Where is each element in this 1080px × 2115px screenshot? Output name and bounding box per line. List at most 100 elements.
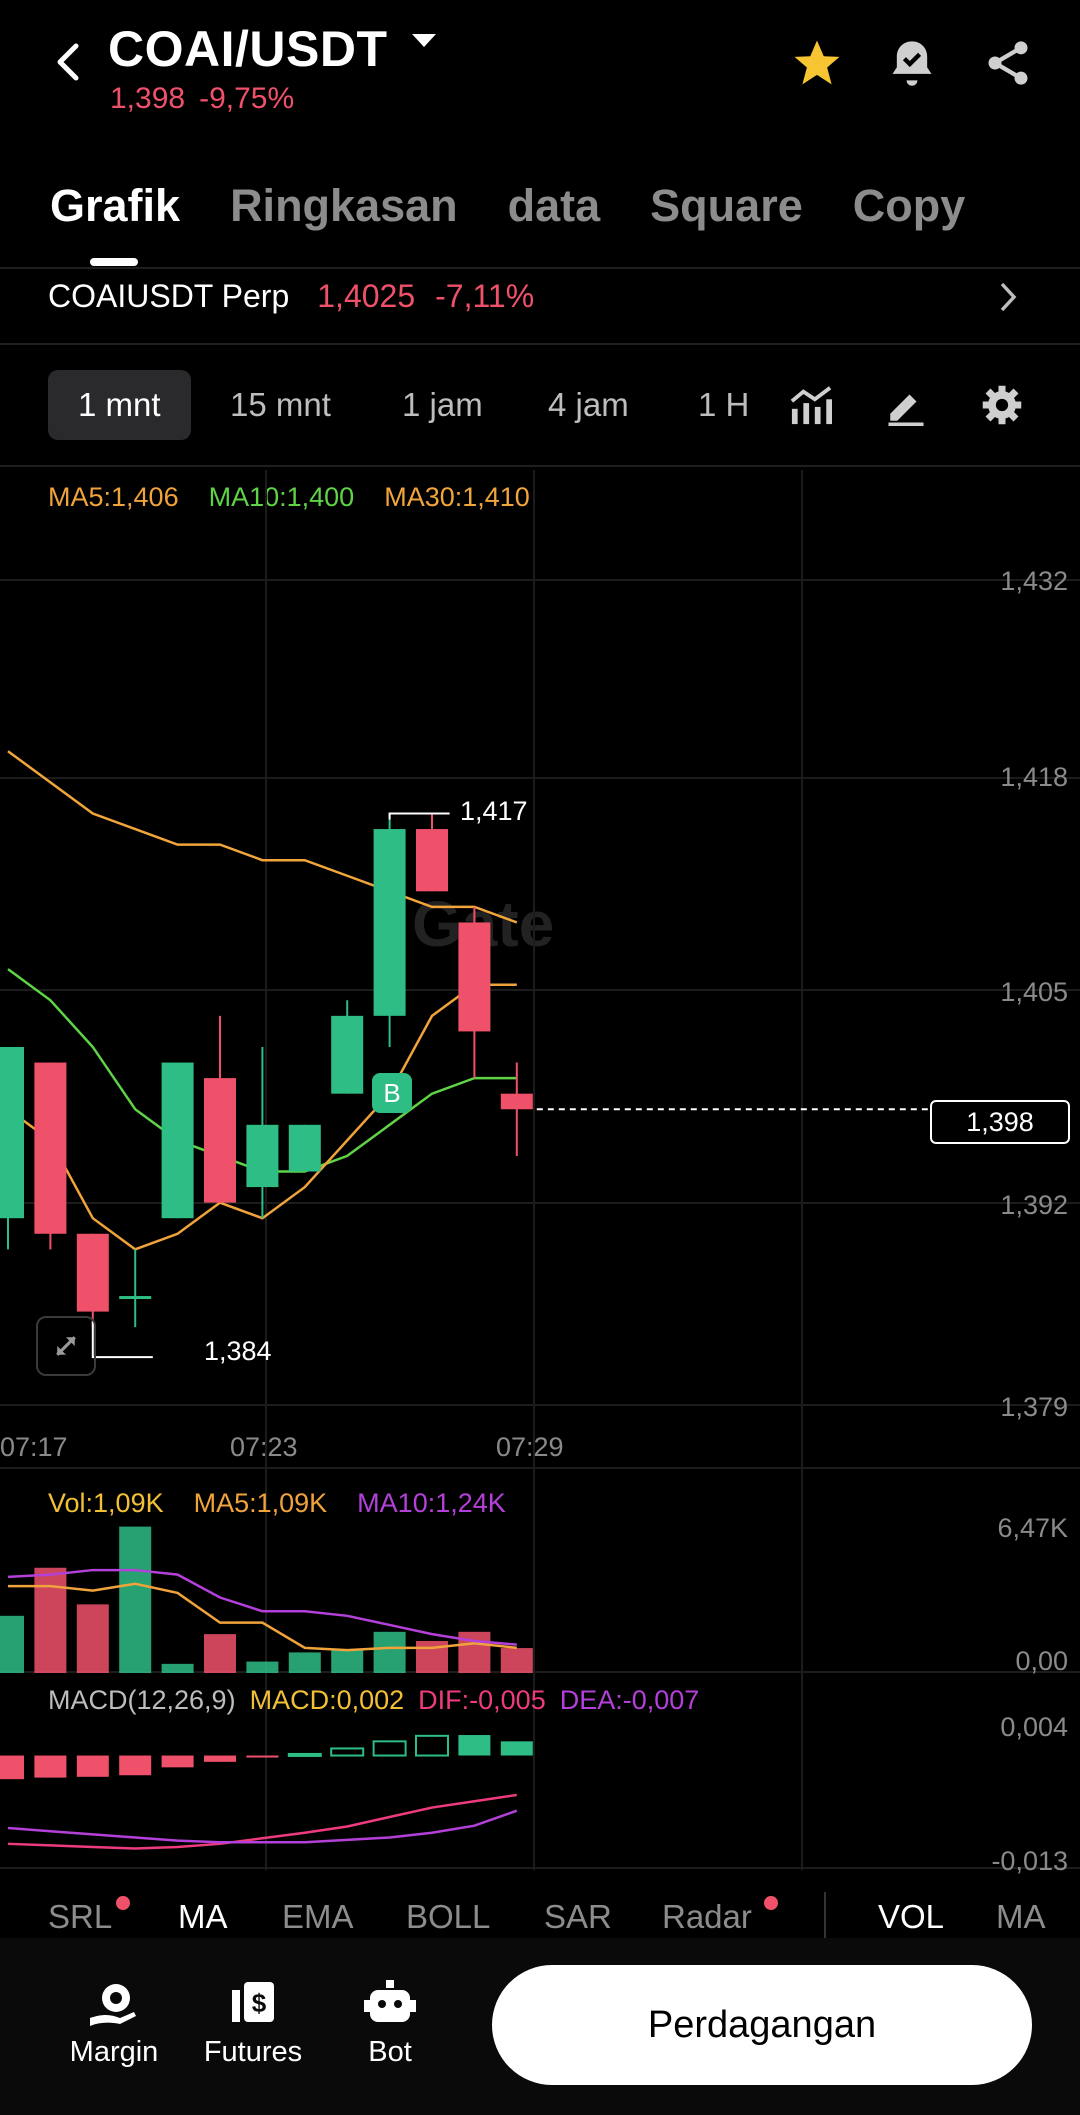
divider [824, 1892, 826, 1938]
macd-params: MACD(12,26,9) [48, 1685, 236, 1715]
volume-bar [161, 1663, 194, 1673]
macd-histogram-bar [161, 1755, 194, 1768]
current-price-tag[interactable]: 1,398 [930, 1100, 1070, 1144]
volume-bar [119, 1526, 152, 1673]
volume-bar [373, 1631, 406, 1673]
volume-axis-label: 6,47K [997, 1513, 1068, 1543]
dea-line [7, 1809, 518, 1844]
timeframe-1d[interactable]: 1 H [698, 386, 750, 423]
indicator-tab-ma[interactable]: MA [178, 1898, 228, 1935]
margin-icon [90, 1984, 136, 2026]
trade-button[interactable]: Perdagangan [492, 1965, 1032, 2085]
indicator-tab-ema[interactable]: EMA [282, 1898, 354, 1935]
indicator-tab-boll[interactable]: BOLL [406, 1898, 491, 1935]
ma30-line [7, 750, 518, 924]
timeframe-4h[interactable]: 4 jam [548, 386, 629, 423]
volume-axis-label: 0,00 [1015, 1646, 1068, 1676]
candlestick [288, 1124, 321, 1172]
candlestick [76, 1233, 109, 1312]
star-icon[interactable] [790, 36, 844, 90]
indicator-tab-radar[interactable]: Radar [662, 1898, 752, 1935]
candlestick [204, 1078, 236, 1203]
margin-nav[interactable]: Margin [64, 1978, 164, 2069]
candlestick [500, 1093, 533, 1110]
volume-bar [500, 1648, 533, 1673]
perp-change: -7,11% [435, 278, 535, 314]
volume-bar [34, 1567, 67, 1673]
futures-icon: $ [232, 1982, 274, 2022]
last-price: 1,398 [110, 82, 186, 115]
divider [0, 343, 1080, 345]
bot-nav[interactable]: Bot [340, 1978, 440, 2069]
new-dot [764, 1896, 778, 1910]
svg-text:$: $ [252, 1988, 267, 2018]
tab-copy[interactable]: Copy [852, 180, 966, 231]
macd-histogram-bar [0, 1755, 24, 1780]
dropdown-caret-icon[interactable] [410, 30, 438, 50]
candlestick [246, 1124, 279, 1188]
macd-histogram-bar [415, 1734, 449, 1757]
candlestick [161, 1062, 194, 1219]
pair-title[interactable]: COAI/USDT [108, 21, 388, 77]
ma5-legend: MA5:1,406 [48, 482, 179, 512]
low-leader-line [91, 1321, 153, 1359]
candlestick [119, 1296, 152, 1300]
indicator-tab-sar[interactable]: SAR [544, 1898, 612, 1935]
indicator-tab-vol[interactable]: VOL [878, 1898, 945, 1935]
chevron-right-icon[interactable] [996, 280, 1020, 314]
perp-row[interactable]: COAIUSDT Perp 1,4025 -7,11% [48, 278, 534, 315]
tab-grafik[interactable]: Grafik [50, 180, 181, 231]
macd-histogram-bar [204, 1755, 236, 1762]
timeframe-1h[interactable]: 1 jam [402, 386, 483, 423]
macd-histogram-bar [119, 1755, 152, 1776]
tab-square[interactable]: Square [650, 180, 803, 231]
timeframe-15m[interactable]: 15 mnt [230, 386, 331, 423]
ma10-legend: MA10:1,400 [208, 482, 355, 512]
volume-bar [246, 1661, 279, 1673]
expand-icon [56, 1336, 76, 1356]
candlestick [416, 829, 448, 892]
macd-histogram-bar [330, 1747, 365, 1757]
high-leader-line [388, 812, 450, 820]
divider [0, 267, 1080, 269]
futures-nav[interactable]: $ Futures [198, 1978, 308, 2069]
price-line: 1,398 -9,75% [110, 82, 308, 116]
price-chart[interactable]: Gate [0, 0, 1080, 1900]
volume-bar [331, 1650, 364, 1673]
tab-ringkasan[interactable]: Ringkasan [230, 180, 458, 231]
indicator-tab-ma-sub[interactable]: MA [996, 1898, 1046, 1935]
buy-marker[interactable]: B [372, 1073, 412, 1113]
low-price-label: 1,384 [204, 1336, 272, 1366]
macd-histogram-bar [287, 1752, 322, 1757]
price-axis-label: 1,418 [1000, 762, 1068, 792]
settings-icon[interactable] [980, 384, 1024, 426]
share-icon[interactable] [982, 36, 1034, 90]
dea-value: DEA:-0,007 [559, 1685, 700, 1715]
macd-axis-label: 0,004 [1000, 1712, 1068, 1742]
candlestick [34, 1062, 67, 1234]
volume-bar [288, 1652, 321, 1673]
indicator-tab-srl[interactable]: SRL [48, 1898, 113, 1935]
tab-data[interactable]: data [507, 180, 601, 231]
price-axis-label: 1,392 [1000, 1190, 1068, 1220]
macd-legend: MACD(12,26,9) MACD:0,002 DIF:-0,005 DEA:… [48, 1685, 699, 1716]
futures-label: Futures [203, 2036, 303, 2068]
dif-line [7, 1793, 517, 1850]
draw-icon[interactable] [884, 384, 928, 426]
expand-chart-button[interactable] [36, 1316, 96, 1376]
main-tabs: Grafik Ringkasan data Square Copy [50, 180, 965, 232]
time-axis-label: 07:23 [230, 1432, 298, 1462]
high-price-label: 1,417 [460, 796, 528, 826]
bot-label: Bot [368, 2036, 412, 2068]
timeframe-1m-label: 1 mnt [48, 370, 191, 440]
indicator-icon[interactable] [788, 384, 834, 426]
bot-icon [364, 1980, 416, 2022]
margin-label: Margin [69, 2036, 159, 2068]
price-alert-bell-icon[interactable] [886, 36, 938, 90]
volume-bar [0, 1615, 24, 1673]
volume-ma5-line [8, 1582, 517, 1652]
back-arrow-icon[interactable] [48, 40, 92, 84]
timeframe-1m[interactable]: 1 mnt [48, 370, 191, 440]
macd-histogram-bar [458, 1735, 491, 1756]
ma-legend: MA5:1,406 MA10:1,400 MA30:1,410 [48, 482, 530, 513]
